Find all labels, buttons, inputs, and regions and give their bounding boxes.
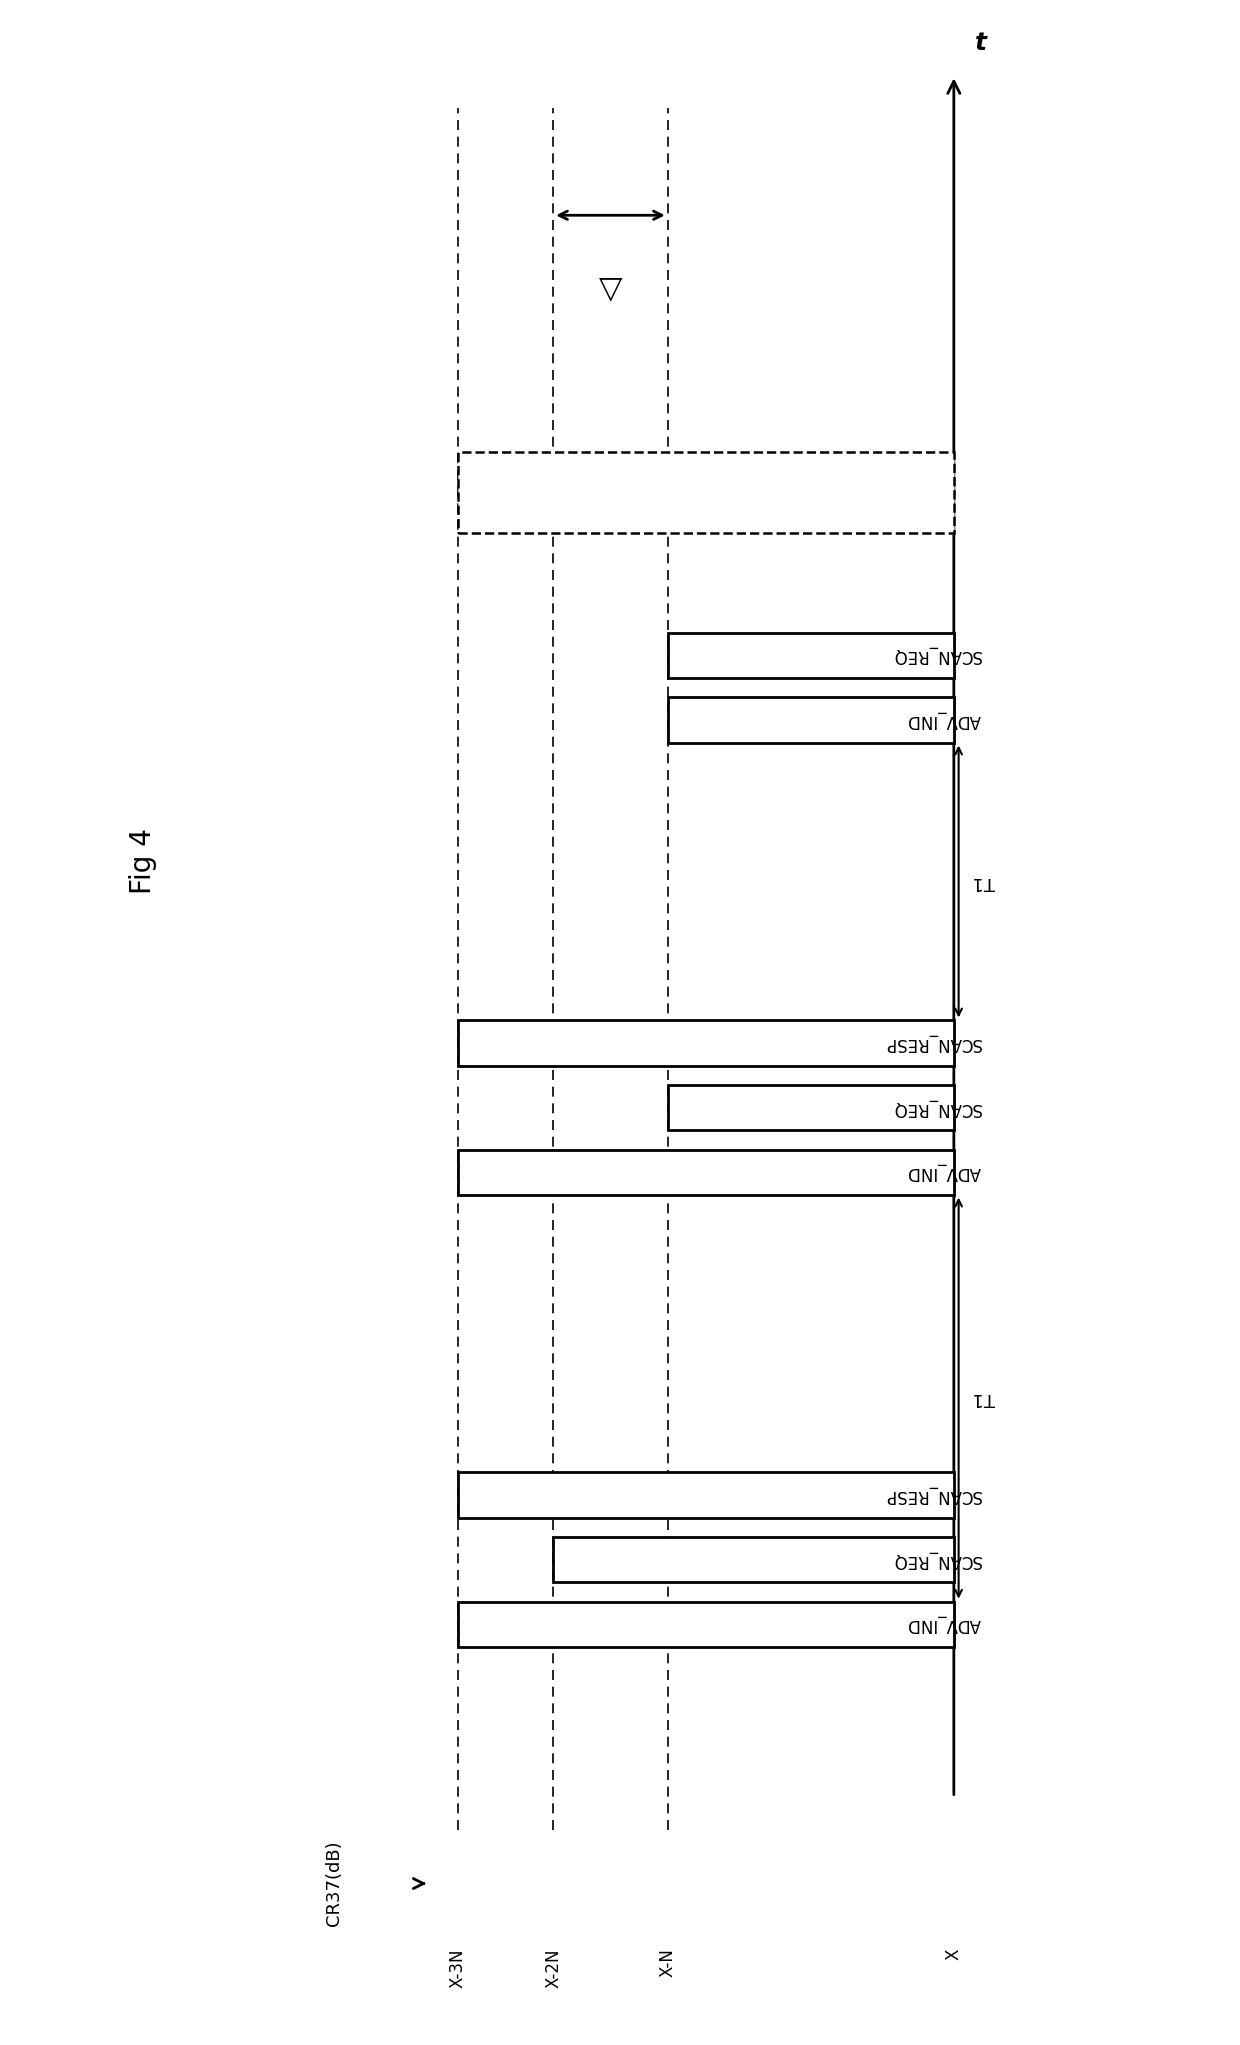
Bar bbox=[458, 1149, 954, 1194]
Bar bbox=[458, 1601, 954, 1646]
Text: ▽: ▽ bbox=[599, 274, 622, 303]
Bar bbox=[458, 1020, 954, 1065]
Bar bbox=[667, 632, 954, 679]
Text: ADV_IND: ADV_IND bbox=[906, 1616, 981, 1634]
Text: Fig 4: Fig 4 bbox=[129, 828, 157, 894]
Bar bbox=[667, 1086, 954, 1131]
Bar bbox=[458, 452, 954, 534]
Text: ADV_IND: ADV_IND bbox=[906, 1164, 981, 1182]
Text: CR37(dB): CR37(dB) bbox=[325, 1840, 343, 1926]
Text: X-2N: X-2N bbox=[544, 1949, 562, 1988]
Text: SCAN_REQ: SCAN_REQ bbox=[892, 646, 981, 665]
Text: SCAN_REQ: SCAN_REQ bbox=[892, 1098, 981, 1117]
Text: t: t bbox=[975, 31, 987, 55]
Bar bbox=[667, 697, 954, 742]
Text: X-N: X-N bbox=[658, 1949, 677, 1978]
Text: ADV_IND: ADV_IND bbox=[906, 712, 981, 730]
Text: X-3N: X-3N bbox=[449, 1949, 466, 1988]
Text: SCAN_RESP: SCAN_RESP bbox=[884, 1035, 981, 1051]
Text: SCAN_RESP: SCAN_RESP bbox=[884, 1487, 981, 1503]
Bar bbox=[458, 1472, 954, 1517]
Text: T1: T1 bbox=[973, 1389, 996, 1407]
Text: T1: T1 bbox=[973, 873, 996, 890]
Text: X: X bbox=[945, 1949, 962, 1959]
Bar bbox=[553, 1538, 954, 1583]
Text: SCAN_REQ: SCAN_REQ bbox=[892, 1550, 981, 1569]
